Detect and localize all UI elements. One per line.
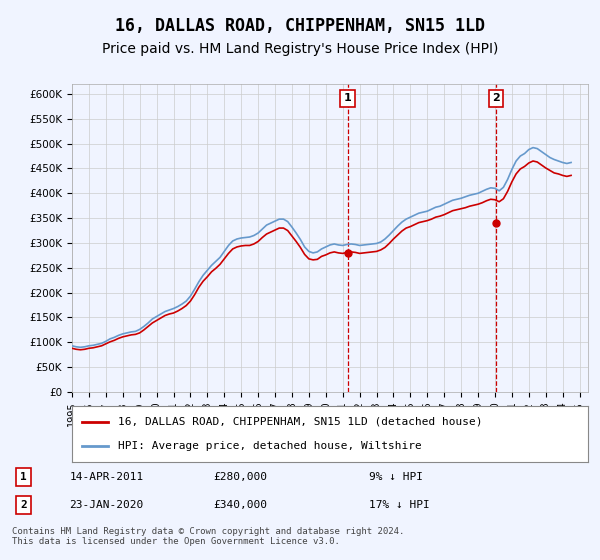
Text: 9% ↓ HPI: 9% ↓ HPI — [369, 472, 423, 482]
Text: 1: 1 — [20, 472, 27, 482]
Text: 16, DALLAS ROAD, CHIPPENHAM, SN15 1LD (detached house): 16, DALLAS ROAD, CHIPPENHAM, SN15 1LD (d… — [118, 417, 483, 427]
Text: HPI: Average price, detached house, Wiltshire: HPI: Average price, detached house, Wilt… — [118, 441, 422, 451]
Text: 16, DALLAS ROAD, CHIPPENHAM, SN15 1LD: 16, DALLAS ROAD, CHIPPENHAM, SN15 1LD — [115, 17, 485, 35]
Text: 2: 2 — [492, 93, 500, 103]
Text: 17% ↓ HPI: 17% ↓ HPI — [369, 500, 430, 510]
Text: 23-JAN-2020: 23-JAN-2020 — [70, 500, 144, 510]
Text: 1: 1 — [344, 93, 352, 103]
Text: £340,000: £340,000 — [214, 500, 268, 510]
Text: £280,000: £280,000 — [214, 472, 268, 482]
Text: 14-APR-2011: 14-APR-2011 — [70, 472, 144, 482]
Text: 2: 2 — [20, 500, 27, 510]
Text: Price paid vs. HM Land Registry's House Price Index (HPI): Price paid vs. HM Land Registry's House … — [102, 42, 498, 56]
Text: Contains HM Land Registry data © Crown copyright and database right 2024.
This d: Contains HM Land Registry data © Crown c… — [12, 526, 404, 546]
